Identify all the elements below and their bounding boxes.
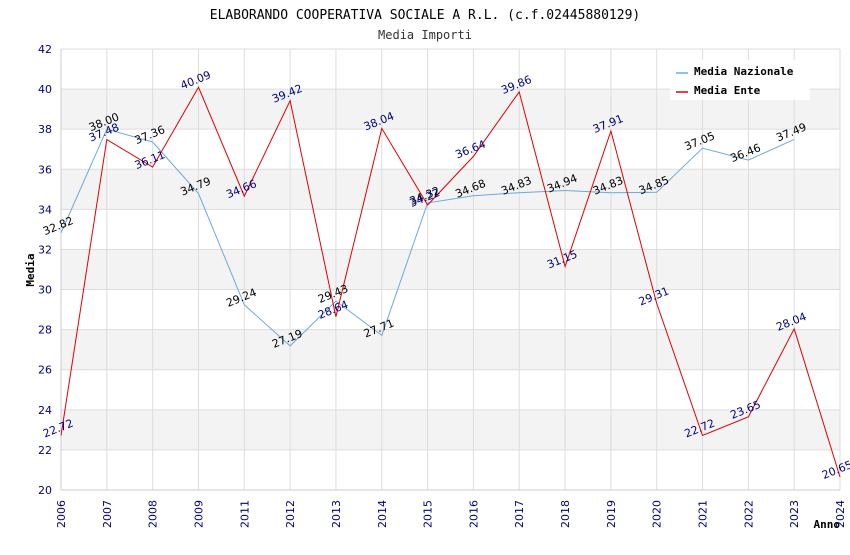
series-line-media-ente [60, 86, 841, 478]
grid-bands [61, 49, 840, 490]
y-tick-label: 34 [38, 203, 52, 216]
y-tick-label: 22 [38, 444, 52, 457]
x-tick-label: 2020 [651, 500, 664, 528]
grid-band [61, 289, 840, 330]
x-tick-label: 2023 [788, 500, 801, 528]
x-tick-label: 2014 [376, 500, 389, 528]
x-axis-label: Anno [814, 518, 841, 531]
grid-band [61, 329, 840, 370]
y-tick-label: 40 [38, 83, 52, 96]
x-tick-label: 2016 [467, 500, 480, 528]
y-tick-label: 24 [38, 404, 52, 417]
y-axis-ticks: 20 22 24 26 28 30 32 34 36 38 40 42 [38, 43, 52, 497]
chart-subtitle: Media Importi [378, 28, 472, 42]
grid-band [61, 249, 840, 290]
grid-band [61, 129, 840, 170]
grid-band [61, 369, 840, 410]
y-tick-label: 26 [38, 364, 52, 377]
y-tick-label: 32 [38, 243, 52, 256]
x-tick-label: 2015 [422, 500, 435, 528]
y-axis-label: Media [24, 253, 37, 286]
grid-band [61, 409, 840, 450]
chart-title: ELABORANDO COOPERATIVA SOCIALE A R.L. (c… [210, 8, 640, 23]
x-tick-label: 2011 [238, 500, 251, 528]
x-tick-label: 2019 [605, 500, 618, 528]
x-tick-label: 2009 [192, 500, 205, 528]
y-tick-label: 42 [38, 43, 52, 56]
x-tick-label: 2022 [742, 500, 755, 528]
legend-entry-media-ente: Media Ente [694, 84, 761, 97]
y-tick-label: 20 [38, 484, 52, 497]
y-tick-label: 38 [38, 123, 52, 136]
legend-entry-media-nazionale: Media Nazionale [694, 65, 794, 78]
series-layer [60, 86, 841, 478]
grid-band [61, 169, 840, 210]
legend-box [670, 60, 810, 100]
grid-band [61, 449, 840, 490]
series-line-media-nazionale [60, 128, 795, 347]
x-tick-label: 2013 [330, 500, 343, 528]
legend: Media Nazionale Media Ente [670, 60, 810, 100]
y-tick-label: 28 [38, 324, 52, 337]
x-tick-label: 2021 [697, 500, 710, 528]
x-tick-label: 2008 [147, 500, 160, 528]
x-tick-label: 2024 [834, 500, 847, 528]
x-axis-ticks: 2006 2007 2008 2009 2011 2012 2013 2014 2015 2016… [55, 500, 847, 528]
x-tick-label: 2017 [513, 500, 526, 528]
x-tick-label: 2018 [559, 500, 572, 528]
grid-band [61, 209, 840, 250]
y-tick-label: 36 [38, 163, 52, 176]
grid-lines [60, 48, 841, 491]
x-tick-label: 2007 [101, 500, 114, 528]
x-tick-label: 2012 [284, 500, 297, 528]
x-tick-label: 2006 [55, 500, 68, 528]
y-tick-label: 30 [38, 284, 52, 297]
